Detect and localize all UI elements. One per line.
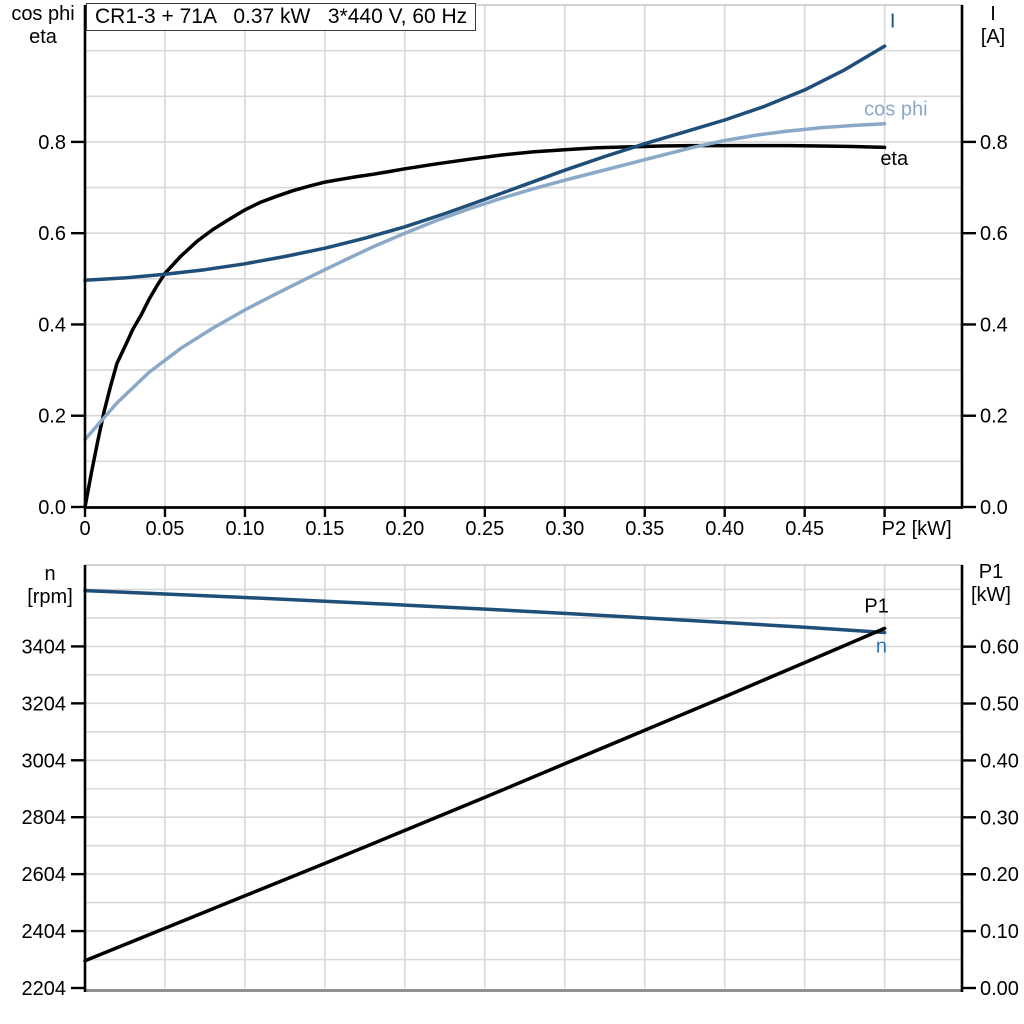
x-axis-tick-label: 0.30 bbox=[545, 518, 584, 540]
right-axis-tick-label: 0.0 bbox=[980, 497, 1008, 519]
left-axis-tick-label: 0.2 bbox=[38, 406, 66, 428]
right-axis-tick-label: 0.50 bbox=[980, 694, 1019, 716]
x-axis-tick-label: 0.35 bbox=[625, 518, 664, 540]
right-axis-tick-label: 0.30 bbox=[980, 807, 1019, 829]
top-chart-right-axis-header: I [A] bbox=[966, 3, 1020, 49]
left-axis-tick-label: 0.8 bbox=[38, 132, 66, 154]
right-axis-tick-label: 0.60 bbox=[980, 637, 1019, 659]
curve-P1 bbox=[83, 626, 887, 963]
curve-label-I: I bbox=[890, 11, 896, 33]
x-axis-tick-label: 0.20 bbox=[385, 518, 424, 540]
left-axis-tick-label: 2804 bbox=[22, 807, 67, 829]
x-axis-tick-label: 0.40 bbox=[705, 518, 744, 540]
curve-cos-phi bbox=[83, 121, 887, 442]
top-left-axis-header-line1: cos phi bbox=[11, 3, 75, 25]
top-left-axis-header-line2: eta bbox=[29, 26, 57, 48]
curve-label-cos-phi: cos phi bbox=[864, 99, 927, 121]
left-axis-tick-label: 3204 bbox=[22, 693, 67, 715]
left-axis-tick-label: 3404 bbox=[22, 636, 67, 658]
right-axis-tick-label: 0.40 bbox=[980, 750, 1019, 772]
bottom-left-axis-header-line2: [rpm] bbox=[27, 586, 73, 608]
curve-label-eta: eta bbox=[880, 148, 909, 170]
x-axis-tick-label: 0.15 bbox=[305, 518, 344, 540]
curve-label-P1: P1 bbox=[864, 596, 888, 618]
x-axis-tick-label: 0.25 bbox=[465, 518, 504, 540]
left-axis-tick-label: 0.0 bbox=[38, 497, 66, 519]
curve-I bbox=[83, 44, 887, 282]
top-right-axis-header-line2: [A] bbox=[980, 26, 1006, 48]
right-axis-tick-label: 0.6 bbox=[980, 223, 1008, 245]
left-axis-tick-label: 0.4 bbox=[38, 314, 66, 336]
x-axis-tick-label: 0 bbox=[79, 518, 90, 540]
bottom-left-axis-header-line1: n bbox=[44, 563, 56, 585]
x-axis-tick-label: 0.05 bbox=[145, 518, 184, 540]
curve-n bbox=[83, 588, 887, 635]
top-chart-left-axis-header: cos phi eta bbox=[6, 3, 80, 49]
bottom-right-axis-header-line2: [kW] bbox=[971, 584, 1011, 606]
left-axis-tick-label: 2604 bbox=[22, 864, 67, 886]
right-axis-tick-label: 0.10 bbox=[980, 921, 1019, 943]
left-axis-tick-label: 2404 bbox=[22, 921, 67, 943]
x-axis-tick-label: 0.45 bbox=[785, 518, 824, 540]
bottom-right-axis-header-line1: P1 bbox=[978, 561, 1004, 583]
right-axis-tick-label: 0.8 bbox=[980, 132, 1008, 154]
top-right-axis-header-line1: I bbox=[990, 3, 996, 25]
bottom-chart-right-axis-header: P1 [kW] bbox=[962, 561, 1020, 607]
curve-eta bbox=[83, 143, 887, 509]
right-axis-tick-label: 0.2 bbox=[980, 406, 1008, 428]
right-axis-tick-label: 0.20 bbox=[980, 864, 1019, 886]
right-axis-tick-label: 0.4 bbox=[980, 314, 1008, 336]
bottom-chart-left-axis-header: n [rpm] bbox=[14, 563, 86, 609]
left-axis-tick-label: 2204 bbox=[22, 978, 67, 1000]
left-axis-tick-label: 3004 bbox=[22, 750, 67, 772]
curve-label-n: n bbox=[876, 636, 887, 658]
x-axis-title: P2 [kW] bbox=[882, 518, 952, 540]
right-axis-tick-label: 0.00 bbox=[980, 978, 1019, 1000]
x-axis-tick-label: 0.10 bbox=[225, 518, 264, 540]
left-axis-tick-label: 0.6 bbox=[38, 223, 66, 245]
chart-title-box: CR1-3 + 71A 0.37 kW 3*440 V, 60 Hz bbox=[86, 3, 477, 31]
